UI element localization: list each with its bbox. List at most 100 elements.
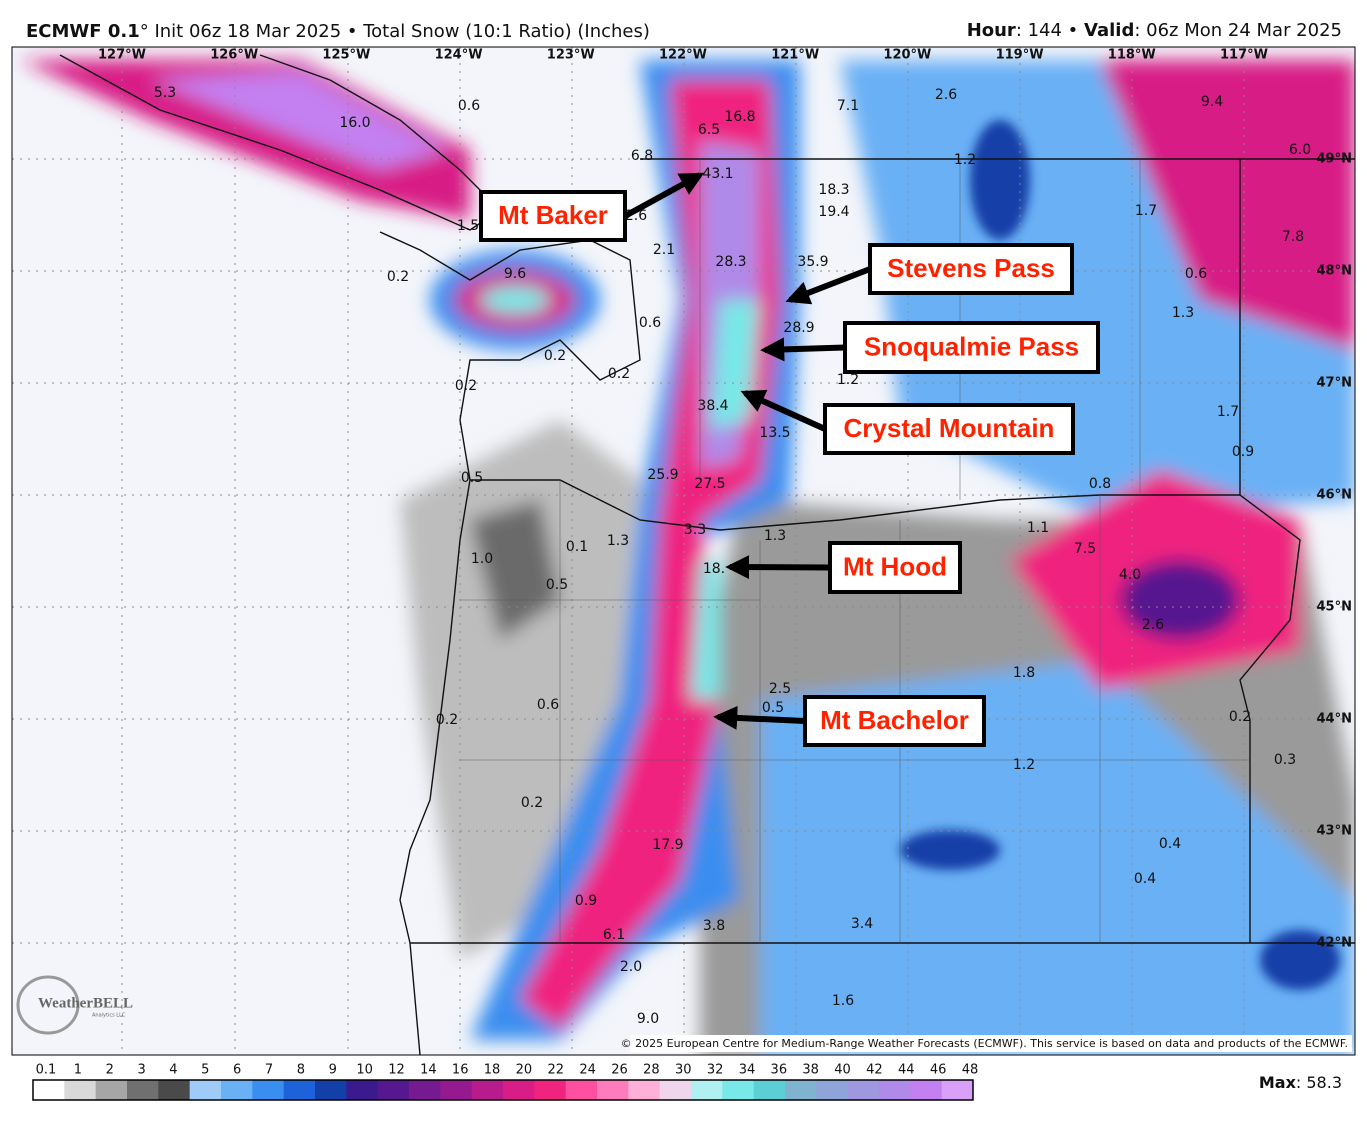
value-label: 3.3: [684, 522, 706, 538]
value-label: 0.2: [521, 795, 543, 811]
header-left: ECMWF 0.1° Init 06z 18 Mar 2025 • Total …: [26, 21, 650, 42]
value-label: 0.2: [1229, 709, 1251, 725]
colorbar-swatch: [910, 1080, 943, 1100]
value-label: 1.8: [1013, 665, 1035, 681]
max-label: Max: [1259, 1073, 1297, 1092]
value-label: 6.8: [631, 148, 653, 164]
callout-label: Crystal Mountain: [844, 413, 1055, 443]
copyright-bg: [630, 1035, 1352, 1052]
coastline: [379, 231, 641, 1055]
value-label: 0.8: [1089, 476, 1111, 492]
value-label: 1.2: [837, 372, 859, 388]
value-label: 18.: [703, 561, 725, 577]
colorbar-swatch: [816, 1080, 849, 1100]
colorbar-swatch: [283, 1080, 316, 1100]
colorbar-tick-label: 2: [106, 1063, 114, 1078]
colorbar-tick-label: 40: [834, 1063, 851, 1078]
value-label: 43.1: [702, 166, 733, 182]
colorbar-swatch: [315, 1080, 347, 1100]
colorbar-swatch: [597, 1080, 629, 1100]
snow-field: [20, 60, 1355, 1055]
max-value: 58.3: [1306, 1073, 1342, 1092]
value-label: 1.3: [607, 533, 629, 549]
longitude-label: 122°W: [659, 48, 707, 63]
colorbar-swatch: [847, 1080, 880, 1100]
callout-label: Stevens Pass: [887, 253, 1055, 283]
value-label: 1.3: [1172, 305, 1194, 321]
value-label: 2.6: [1142, 617, 1164, 633]
colorbar-swatch: [471, 1080, 504, 1100]
value-label: 0.6: [639, 315, 661, 331]
latitude-label: 42°N: [1317, 936, 1352, 951]
colorbar-swatch: [659, 1080, 692, 1100]
snow-detail: [900, 120, 1340, 990]
colorbar-tick-label: 44: [898, 1063, 915, 1078]
colorbar-tick-label: 5: [201, 1063, 209, 1078]
colorbar-tick-label: 9: [329, 1063, 337, 1078]
colorbar-tick-label: 3: [137, 1063, 145, 1078]
colorbar-swatch: [753, 1080, 786, 1100]
value-label: 0.6: [458, 98, 480, 114]
colorbar-tick-label: 36: [771, 1063, 788, 1078]
colorbar-tick-label: 26: [611, 1063, 628, 1078]
value-label: 3.4: [851, 916, 873, 932]
value-label: 16.8: [724, 109, 755, 125]
latitude-label: 43°N: [1317, 824, 1352, 839]
colorbar-tick-label: 8: [297, 1063, 305, 1078]
latitude-label: 45°N: [1317, 600, 1352, 615]
colorbar-swatch: [252, 1080, 285, 1100]
value-label: 0.6: [537, 697, 559, 713]
value-label: 1.0: [471, 551, 493, 567]
callouts: Mt Baker Stevens Pass Snoqualmie Pass Cryst…: [479, 172, 1100, 747]
value-label: 0.2: [544, 348, 566, 364]
colorbar-swatch: [503, 1080, 535, 1100]
value-label: 25.9: [647, 467, 678, 483]
value-label: 0.6: [1185, 266, 1207, 282]
longitude-label: 123°W: [547, 48, 595, 63]
value-labels: 5.3 16.0 0.6 6.516.8 7.1 2.6 9.4 6.8 43.1 1.2 6.0 1…: [154, 85, 1311, 1027]
value-label: 0.9: [1232, 444, 1254, 460]
colorbar-tick-label: 48: [962, 1063, 979, 1078]
latitude-label: 49°N: [1317, 152, 1352, 167]
value-label: 7.5: [1074, 541, 1096, 557]
wa-or-border: [470, 479, 1240, 531]
value-label: 28.9: [783, 320, 814, 336]
longitude-label: 121°W: [771, 48, 819, 63]
value-label: 0.5: [546, 577, 568, 593]
value-label: 0.2: [387, 269, 409, 285]
value-label: 2.1: [653, 242, 675, 258]
value-label: 3.8: [703, 918, 725, 934]
value-label: 6.1: [603, 927, 625, 943]
callout-arrow: [713, 705, 806, 730]
colorbar-swatch: [785, 1080, 817, 1100]
graticule: [12, 47, 1355, 1055]
callout-label: Snoqualmie Pass: [864, 331, 1079, 361]
colorbar-swatch: [377, 1080, 410, 1100]
value-label: 4.0: [1119, 567, 1141, 583]
value-label: 38.4: [697, 398, 728, 414]
max-readout: Max: 58.3: [1259, 1073, 1342, 1092]
colorbar-tick-label: 34: [739, 1063, 756, 1078]
colorbar-swatch: [879, 1080, 911, 1100]
colorbar-swatch: [189, 1080, 222, 1100]
colorbar-tick-label: 10: [356, 1063, 373, 1078]
value-label: 16.0: [339, 115, 370, 131]
value-label: 0.1: [566, 539, 588, 555]
colorbar-tick-label: 18: [484, 1063, 501, 1078]
latitude-label: 48°N: [1317, 264, 1352, 279]
logo-text: WeatherBELL: [38, 995, 133, 1011]
value-label: 0.2: [608, 366, 630, 382]
colorbar-swatch: [127, 1080, 159, 1100]
value-label: 13.5: [759, 425, 790, 441]
colorbar-tick-label: 4: [169, 1063, 177, 1078]
value-label: 28.3: [715, 254, 746, 270]
value-label: 0.2: [436, 712, 458, 728]
copyright: © 2025 European Centre for Medium-Range …: [621, 1037, 1348, 1050]
value-label: 18.3: [818, 182, 849, 198]
value-label: 6.5: [698, 122, 720, 138]
value-label: 9.0: [637, 1011, 659, 1027]
colorbar-swatch: [409, 1080, 441, 1100]
logo-subtext: Analytics LLC: [92, 1013, 126, 1019]
value-label: 0.2: [455, 378, 477, 394]
